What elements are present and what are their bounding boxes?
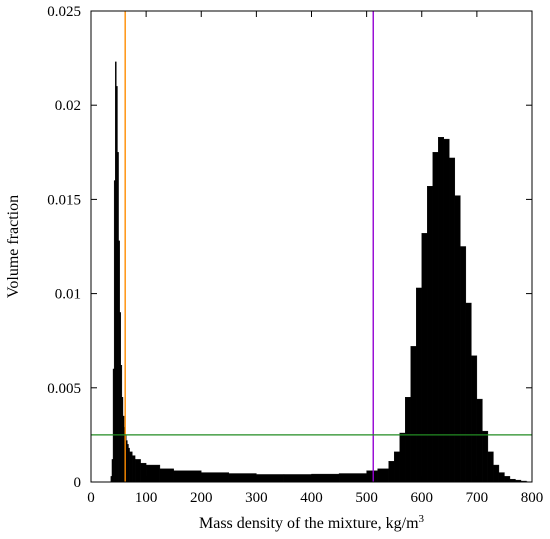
histogram-bar — [283, 474, 312, 483]
histogram-bar — [493, 464, 500, 483]
histogram-bar — [449, 157, 456, 483]
x-tick-label: 300 — [245, 490, 268, 506]
x-tick-label: 600 — [411, 490, 434, 506]
histogram-bar — [498, 472, 505, 483]
histogram-bar — [454, 195, 461, 483]
histogram-bar — [421, 233, 428, 483]
histogram-bar — [476, 398, 483, 483]
histogram-bar — [432, 152, 439, 483]
histogram-bar — [460, 246, 467, 483]
histogram-bar — [145, 464, 161, 483]
x-tick-label: 500 — [355, 490, 378, 506]
histogram-bar — [228, 473, 257, 483]
histogram-bar — [427, 186, 433, 483]
histogram-bar — [471, 355, 478, 483]
histogram-bar — [201, 472, 230, 483]
histogram-bar — [377, 468, 389, 483]
x-axis-label-exponent: 3 — [419, 513, 425, 525]
y-axis-label: Volume fraction — [5, 195, 22, 298]
histogram-bar — [134, 459, 141, 483]
histogram-bar — [173, 470, 202, 483]
histogram-bar — [256, 474, 285, 483]
histogram-bar — [311, 473, 340, 483]
histogram-bar — [366, 470, 378, 483]
histogram-bar — [405, 397, 411, 483]
x-tick-label: 800 — [521, 490, 544, 506]
histogram-bar — [416, 287, 422, 483]
histogram-bar — [393, 451, 400, 483]
y-tick-label: 0.01 — [55, 287, 81, 303]
y-tick-label: 0.025 — [47, 4, 81, 20]
x-tick-label: 100 — [135, 490, 158, 506]
y-tick-label: 0.02 — [55, 98, 81, 114]
reference-lines — [91, 11, 532, 482]
axis-ticks: 0 100 200 300 400 500 600 700 800 0 0.005 0.01 0.015… — [47, 4, 543, 506]
histogram-bar — [159, 468, 174, 483]
x-tick-label: 400 — [300, 490, 323, 506]
histogram-bars — [110, 61, 528, 483]
y-tick-label: 0 — [74, 475, 82, 491]
x-tick-label: 0 — [87, 490, 95, 506]
histogram-bar — [338, 473, 367, 483]
histogram-bar — [132, 455, 136, 483]
x-tick-label: 200 — [190, 490, 213, 506]
histogram-bar — [504, 476, 511, 483]
y-tick-label: 0.015 — [47, 192, 81, 208]
histogram-bar — [438, 137, 445, 483]
histogram-bar — [399, 432, 406, 483]
histogram-bar — [482, 430, 489, 483]
x-tick-label: 700 — [466, 490, 489, 506]
histogram-bar — [410, 346, 417, 483]
x-axis-label-text: Mass density of the mixture, kg/m — [199, 515, 419, 532]
histogram-bar — [388, 461, 395, 483]
histogram-bar — [487, 451, 494, 483]
histogram-bar — [443, 138, 450, 483]
histogram-bar — [140, 462, 147, 483]
x-axis-label: Mass density of the mixture, kg/m3 — [199, 513, 425, 532]
histogram-bar — [129, 451, 133, 483]
y-tick-label: 0.005 — [47, 381, 81, 397]
histogram-bar — [465, 302, 472, 483]
